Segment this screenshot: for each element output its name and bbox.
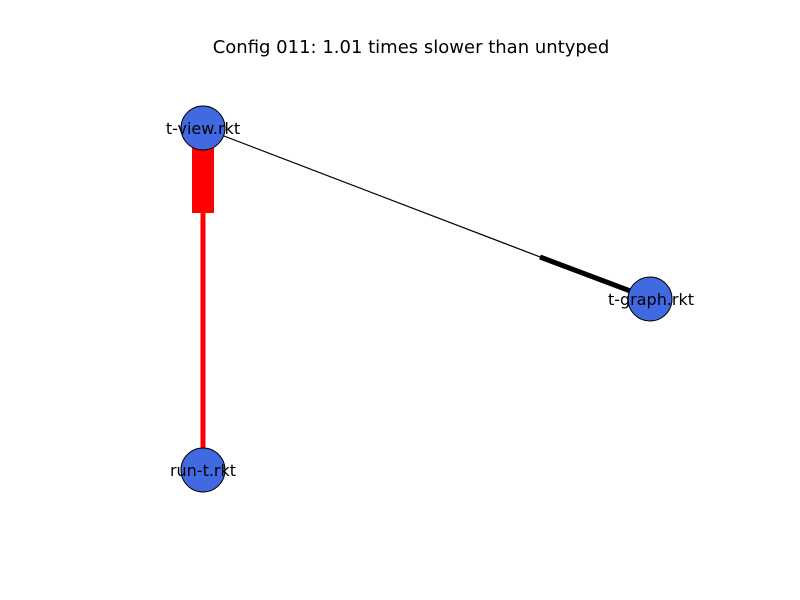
node-label-t-graph: t-graph.rkt — [608, 290, 694, 309]
node-t-view: t-view.rkt — [166, 105, 240, 151]
node-run-t: run-t.rkt — [170, 447, 236, 493]
edge-arrowhead-t-view-run-t — [192, 145, 214, 213]
node-circle-t-graph — [627, 276, 673, 322]
node-label-t-view: t-view.rkt — [166, 119, 240, 138]
node-circle-run-t — [180, 447, 226, 493]
edge-t-view-t-graph — [202, 127, 651, 300]
edge-arrowhead-t-view-t-graph — [539, 254, 634, 295]
node-label-run-t: run-t.rkt — [170, 461, 236, 480]
node-t-graph: t-graph.rkt — [608, 276, 694, 322]
chart-title: Config 011: 1.01 times slower than untyp… — [213, 37, 610, 58]
edge-t-view-run-t — [192, 128, 214, 470]
node-circle-t-view — [180, 105, 226, 151]
